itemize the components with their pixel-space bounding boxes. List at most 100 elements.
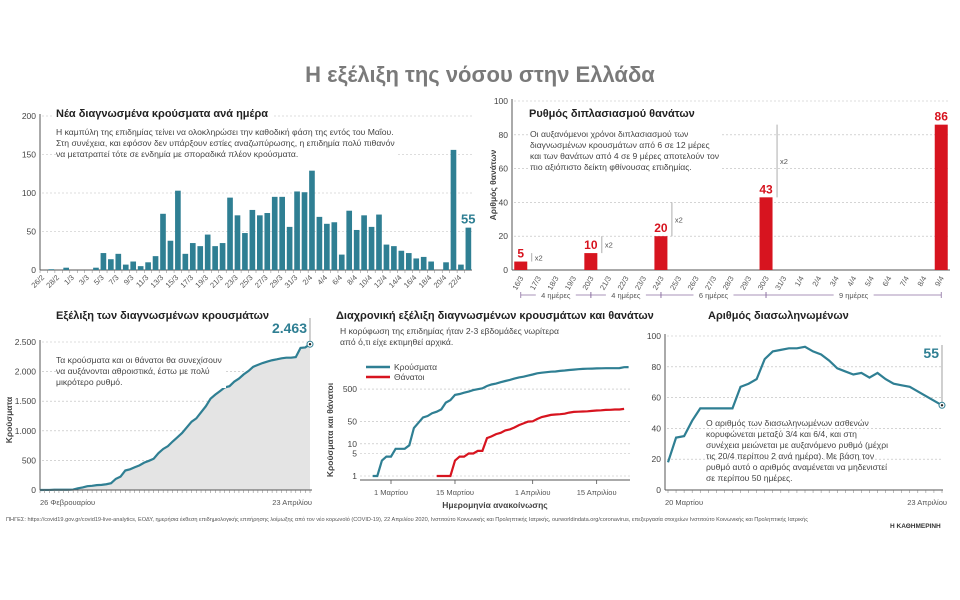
bar [63, 267, 69, 270]
bar [376, 214, 382, 270]
bar [368, 226, 375, 270]
bar [279, 196, 285, 270]
bar [398, 250, 405, 270]
y-tick-label: 60 [652, 393, 662, 403]
x-tick-label: 23/3 [633, 275, 648, 292]
x-tick-label: 13/3 [149, 273, 166, 290]
doubling-label: x2 [605, 241, 613, 250]
bar [100, 253, 107, 270]
bar-value-label: 43 [759, 182, 773, 196]
bar [443, 262, 449, 270]
x-start-label: 20 Μαρτίου [665, 498, 703, 507]
x-tick-label: 2/4 [810, 275, 823, 289]
bar [420, 256, 427, 270]
bar [514, 261, 528, 270]
x-tick-label: 18/4 [417, 273, 434, 290]
y-tick-label: 1.500 [15, 396, 37, 406]
x-tick-label: 25/3 [238, 273, 255, 290]
x-tick-label: 6/4 [330, 273, 344, 287]
x-tick-label: 4/4 [845, 275, 858, 289]
doubling-label: x2 [675, 215, 683, 224]
bar [130, 261, 137, 270]
bar [249, 209, 256, 270]
y-tick-label: 80 [499, 130, 509, 140]
y-tick-label: 0 [31, 485, 36, 495]
bar [301, 192, 308, 270]
x-tick-label: 12/4 [372, 273, 389, 290]
interval-label: 6 ημέρες [699, 291, 729, 300]
bar [331, 222, 338, 270]
x-tick-label: 11/3 [134, 273, 150, 289]
doubling-label: x2 [535, 253, 543, 262]
x-tick-label: 19/3 [193, 273, 210, 290]
y-tick-label: 2.500 [15, 337, 37, 347]
y-tick-label: 50 [27, 227, 37, 237]
y-tick-label: 1.000 [15, 426, 37, 436]
bar [152, 256, 159, 270]
daily-chart-title: Νέα διαγνωσμένα κρούσματα ανά ημέρα [52, 108, 273, 120]
bar [271, 196, 278, 270]
cumulative-chart-annotation: Τα κρούσματα και οι θάνατοι θα συνεχίσου… [56, 355, 226, 388]
bar [450, 149, 457, 270]
y-tick-label: 5 [352, 448, 357, 458]
intubated-chart-annotation: Ο αριθμός των διασωληνωμένων ασθενών κορ… [706, 418, 888, 483]
x-tick-label: 24/3 [651, 275, 666, 292]
y-tick-label: 40 [652, 423, 662, 433]
x-tick-label: 21/3 [598, 275, 613, 292]
bar [309, 170, 315, 270]
x-tick-label: 28/2 [44, 273, 61, 290]
log-chart-title: Διαχρονική εξέλιξη διαγνωσμένων κρουσμάτ… [336, 310, 654, 322]
x-tick-label: 9/3 [122, 273, 136, 287]
x-tick-label: 1/3 [62, 273, 76, 287]
x-tick-label: 1 Απριλίου [515, 488, 551, 497]
x-start-label: 26 Φεβρουαρίου [40, 498, 95, 507]
doubling-chart-title: Ρυθμός διπλασιασμού θανάτων [525, 108, 699, 120]
log-chart-annotation: Η κορύφωση της επιδημίας ήταν 2-3 εβδομά… [340, 326, 570, 348]
y-tick-label: 100 [647, 331, 661, 341]
x-tick-label: 8/4 [915, 275, 928, 289]
interval-label-bg [535, 290, 576, 300]
x-axis-label: Ημερομηνία ανακοίνωσης [442, 500, 548, 510]
y-tick-label: 2.000 [15, 367, 37, 377]
area-fill [40, 344, 310, 490]
x-tick-label: 19/3 [563, 275, 578, 292]
y-axis-label: Κρούσματα και θάνατοι [325, 382, 335, 477]
x-tick-label: 10/4 [357, 273, 374, 290]
bar [759, 197, 773, 270]
page-title: Η εξέλιξη της νόσου στην Ελλάδα [305, 62, 655, 87]
highlight-value-label: 55 [461, 212, 475, 227]
bar [167, 240, 174, 270]
bar [428, 261, 434, 270]
x-tick-label: 27/3 [703, 275, 718, 292]
bar [934, 124, 948, 270]
bar [145, 262, 151, 270]
x-tick-label: 27/3 [253, 273, 270, 290]
bar-value-label: 20 [654, 221, 668, 235]
end-marker-dot [308, 342, 312, 346]
footer-sources: ΠΗΓΕΣ: https://covid19.gov.gr/covid19-li… [6, 517, 808, 523]
y-tick-label: 200 [22, 111, 36, 121]
bar [584, 253, 598, 270]
x-tick-label: 20/4 [432, 273, 449, 290]
x-tick-label: 5/3 [92, 273, 106, 287]
x-tick-label: 17/3 [178, 273, 195, 290]
daily-chart-annotation: Η καμπύλη της επιδημίας τείνει να ολοκλη… [56, 127, 396, 160]
x-tick-label: 3/3 [77, 273, 91, 287]
bar [115, 253, 122, 270]
y-axis-label: Κρούσματα [4, 396, 14, 443]
x-tick-label: 22/3 [616, 275, 631, 292]
bar [197, 246, 204, 270]
y-tick-label: 100 [22, 188, 36, 198]
interval-label-bg [833, 290, 874, 300]
interval-label-bg [605, 290, 646, 300]
bar [346, 210, 353, 270]
y-tick-label: 10 [348, 439, 358, 449]
bar-value-label: 86 [935, 110, 949, 124]
x-tick-label: 1 Μαρτίου [374, 488, 408, 497]
bar [458, 264, 464, 270]
y-tick-label: 80 [652, 362, 662, 372]
x-tick-label: 26/2 [29, 273, 46, 290]
x-tick-label: 16/3 [510, 275, 525, 292]
bar [316, 216, 323, 270]
x-tick-label: 29/3 [268, 273, 285, 290]
